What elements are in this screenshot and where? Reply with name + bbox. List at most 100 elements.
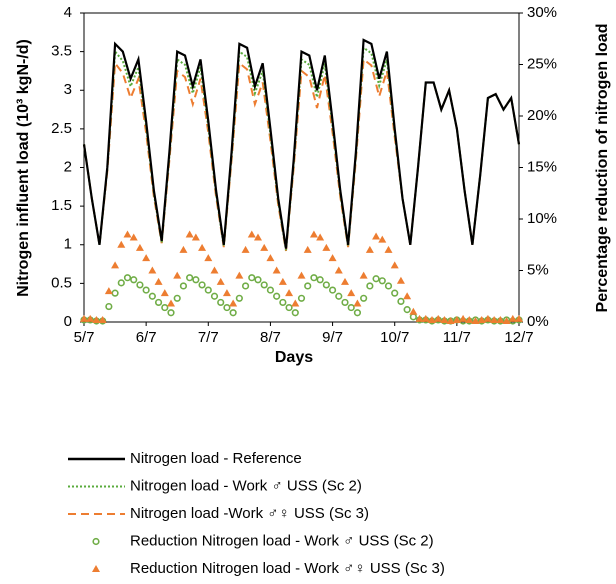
- point: [316, 233, 325, 241]
- y-tick-label: 4: [64, 4, 72, 21]
- point: [167, 299, 175, 307]
- point: [391, 289, 399, 297]
- point: [396, 276, 405, 284]
- legend-label: Reduction Nitrogen load - Work ♂♀ USS (S…: [130, 560, 445, 577]
- point: [378, 277, 386, 285]
- point: [129, 233, 138, 241]
- point: [403, 306, 411, 314]
- point: [347, 303, 355, 312]
- point: [372, 275, 380, 283]
- y2-tick-label: 20%: [527, 107, 557, 124]
- point: [384, 282, 393, 290]
- point: [229, 299, 238, 307]
- y2-tick-label: 30%: [527, 4, 557, 21]
- point: [515, 314, 523, 322]
- point: [241, 282, 250, 290]
- point: [210, 292, 219, 300]
- x-axis-title: Days: [275, 349, 313, 366]
- point: [415, 314, 424, 322]
- point: [216, 277, 225, 285]
- point: [198, 243, 207, 251]
- point: [272, 266, 281, 274]
- x-tick-label: 7/7: [198, 329, 219, 346]
- point: [360, 294, 368, 302]
- point: [353, 309, 362, 317]
- legend-label: Nitrogen load -Work ♂♀ USS (Sc 3): [130, 505, 369, 522]
- point: [291, 299, 300, 307]
- point: [266, 286, 275, 294]
- point: [309, 230, 318, 238]
- point: [285, 303, 293, 312]
- point: [98, 315, 107, 323]
- legend-label: Nitrogen load - Reference: [130, 450, 302, 467]
- point: [297, 271, 306, 279]
- point: [173, 294, 181, 302]
- point: [142, 254, 151, 262]
- point: [341, 277, 349, 285]
- point: [285, 289, 294, 297]
- point: [229, 309, 237, 317]
- y2-tick-label: 25%: [527, 55, 557, 72]
- point: [359, 271, 368, 279]
- point: [148, 292, 156, 300]
- point: [136, 281, 144, 289]
- point: [135, 243, 144, 251]
- point: [378, 235, 387, 243]
- point: [434, 314, 443, 322]
- point: [471, 316, 480, 324]
- y-tick-label: 0.5: [51, 274, 72, 291]
- point: [384, 245, 393, 253]
- point: [123, 274, 132, 282]
- point: [179, 245, 188, 253]
- point: [322, 281, 330, 289]
- x-tick-label: 12/7: [504, 329, 533, 346]
- point: [204, 254, 213, 262]
- point: [254, 233, 262, 241]
- point: [130, 276, 138, 284]
- point: [105, 302, 113, 311]
- point: [490, 315, 499, 323]
- point: [328, 254, 337, 262]
- point: [278, 277, 287, 285]
- point: [247, 230, 256, 238]
- series-line: [82, 38, 521, 249]
- y-tick-label: 1: [64, 236, 72, 253]
- point: [192, 276, 200, 284]
- y-tick-label: 1.5: [51, 197, 72, 214]
- point: [508, 314, 517, 322]
- point: [173, 271, 182, 279]
- point: [421, 314, 430, 322]
- legend-marker: [92, 565, 100, 572]
- point: [496, 315, 505, 323]
- x-tick-label: 9/7: [322, 329, 343, 346]
- point: [111, 261, 120, 269]
- point: [403, 292, 412, 300]
- point: [235, 271, 244, 279]
- point: [452, 315, 461, 323]
- point: [210, 266, 219, 274]
- point: [86, 314, 95, 322]
- y2-tick-label: 15%: [527, 158, 557, 175]
- point: [198, 281, 206, 289]
- point: [366, 282, 374, 290]
- point: [266, 254, 275, 262]
- point: [409, 313, 417, 321]
- point: [440, 315, 449, 323]
- point: [372, 232, 381, 240]
- x-tick-label: 5/7: [74, 329, 95, 346]
- point: [328, 286, 337, 294]
- point: [241, 245, 250, 253]
- point: [186, 274, 194, 282]
- x-tick-label: 11/7: [443, 329, 471, 346]
- point: [365, 245, 374, 253]
- point: [334, 266, 343, 274]
- point: [185, 230, 194, 238]
- point: [248, 274, 256, 282]
- point: [483, 314, 492, 322]
- point: [154, 298, 163, 307]
- point: [179, 282, 188, 290]
- point: [104, 287, 113, 295]
- point: [80, 314, 88, 322]
